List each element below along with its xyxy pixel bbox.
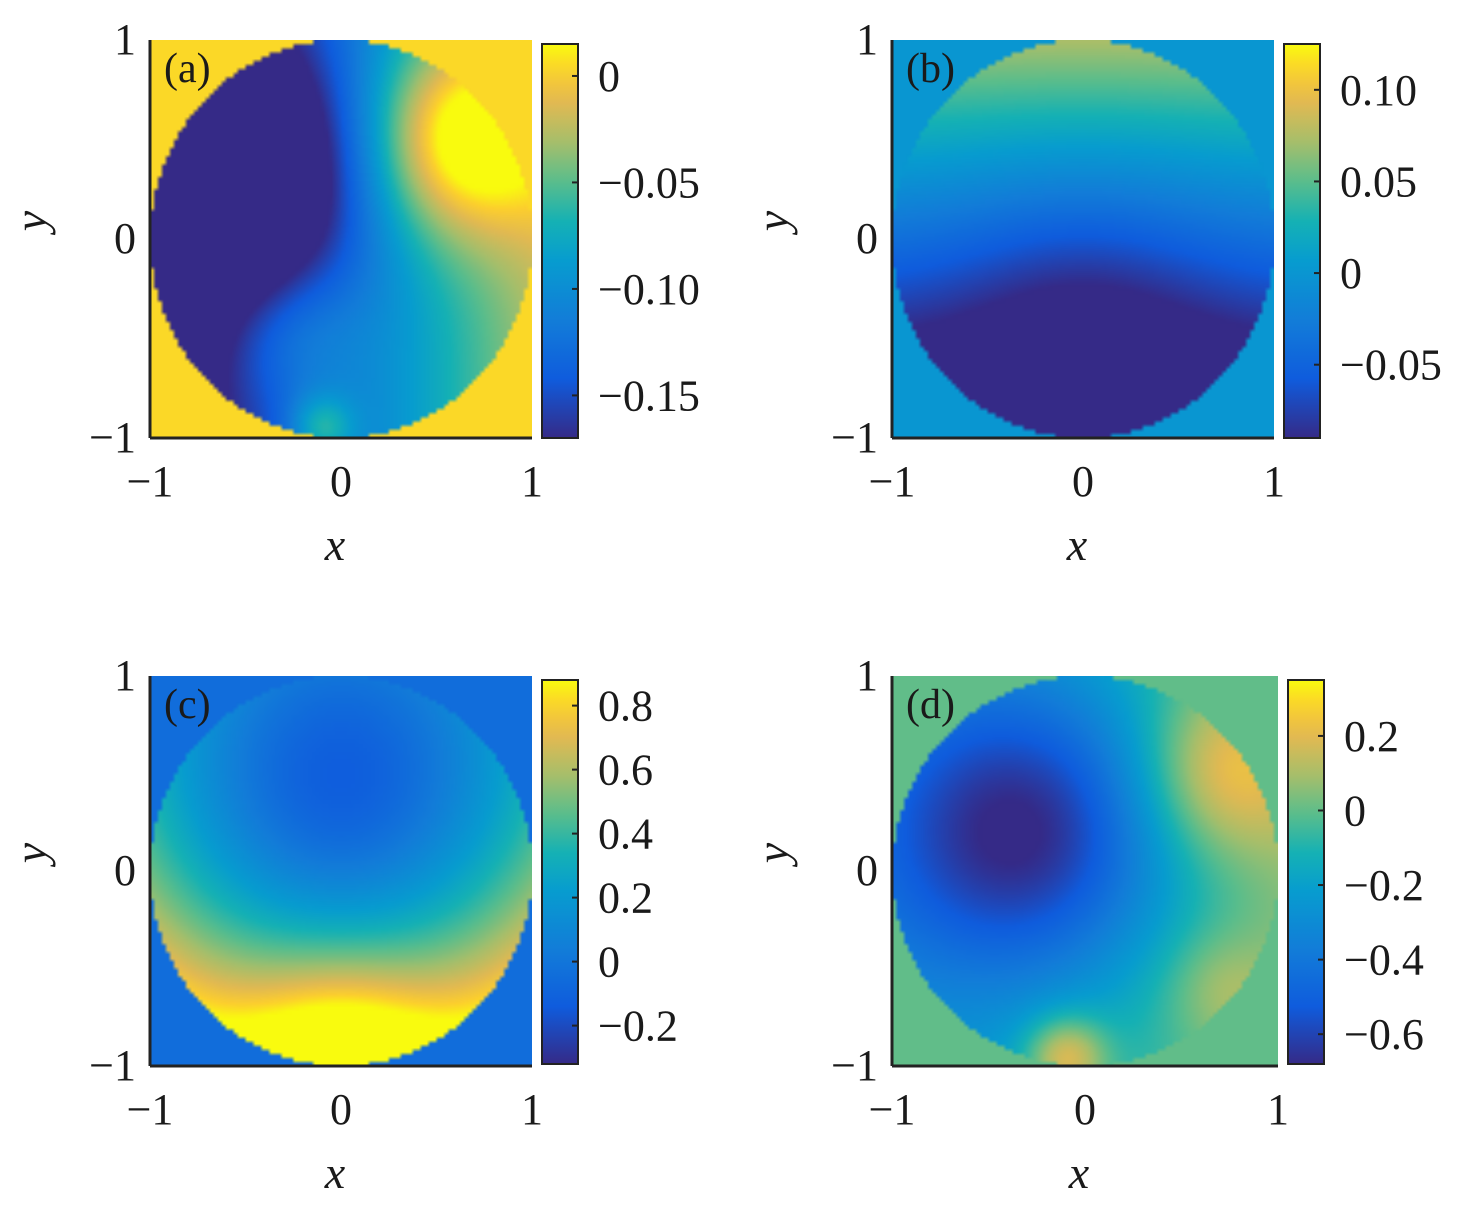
panel-a: −1 0 1 1 0 −1 x y (a) 0 −0.05 −0.10 −0.15 [5,15,700,570]
panel-d: −1 0 1 1 0 −1 x y (d) 0.2 0 −0.2 −0.4 −0.6 [747,651,1424,1198]
x-tick-label: −1 [869,457,916,506]
y-tick-label: 0 [856,214,878,263]
heatmap-image [892,40,1274,438]
y-tick-label: −1 [89,1041,136,1090]
x-tick-label: 0 [330,1085,352,1134]
x-axis-label: x [324,1147,346,1198]
colorbar-tick-label: −0.05 [598,158,700,207]
colorbar-tick-label: 0 [1344,786,1366,835]
colorbar-tick-label: 0.8 [598,682,653,731]
x-axis-label: x [324,519,346,570]
colorbar-tick-label: 0 [1340,249,1362,298]
colorbar [541,43,579,439]
x-axis-label: x [1066,519,1088,570]
heatmap-image [892,676,1278,1066]
colorbar-tick-label: 0 [598,938,620,987]
x-tick-label: 1 [521,457,543,506]
colorbar-tick-label: −0.2 [598,1002,678,1051]
colorbar-tick-label: −0.2 [1344,861,1424,910]
x-tick-label: 1 [1267,1085,1289,1134]
x-tick-label: −1 [127,1085,174,1134]
panel-label: (c) [164,682,211,728]
x-tick-label: 0 [1072,457,1094,506]
colorbar-tick-label: 0.2 [1344,712,1399,761]
y-tick-label: −1 [89,413,136,462]
y-axis-label: y [747,842,798,867]
panel-label: (d) [906,682,955,728]
y-tick-label: −1 [831,413,878,462]
panel-label: (b) [906,46,955,92]
y-tick-label: 1 [114,15,136,64]
colorbar-tick-label: −0.4 [1344,936,1424,985]
y-tick-label: 0 [114,846,136,895]
x-tick-label: −1 [127,457,174,506]
x-tick-label: 0 [1074,1085,1096,1134]
colorbar-tick-label: 0.2 [598,874,653,923]
x-tick-label: 1 [521,1085,543,1134]
colorbar-tick-label: 0.4 [598,810,653,859]
y-tick-label: 1 [114,651,136,700]
colorbar [541,679,579,1065]
x-tick-label: 0 [330,457,352,506]
colorbar-tick-label: 0 [598,52,620,101]
heatmap-image [150,40,532,438]
colorbar [1283,43,1321,439]
y-tick-label: 1 [856,15,878,64]
y-axis-label: y [747,210,798,235]
colorbar-tick-label: −0.05 [1340,341,1442,390]
colorbar-tick-label: 0.10 [1340,66,1417,115]
y-axis-label: y [5,842,56,867]
y-tick-label: −1 [831,1041,878,1090]
colorbar-tick-label: −0.15 [598,371,700,420]
colorbar-tick-label: 0.05 [1340,157,1417,206]
panel-b: −1 0 1 1 0 −1 x y (b) 0.10 0.05 0 −0.05 [747,15,1442,570]
y-tick-label: 0 [856,846,878,895]
heatmap-image [150,676,532,1066]
x-tick-label: 1 [1263,457,1285,506]
y-tick-label: 0 [114,214,136,263]
colorbar-tick-label: 0.6 [598,746,653,795]
colorbar-tick-label: −0.6 [1344,1010,1424,1059]
panel-c: −1 0 1 1 0 −1 x y (c) 0.8 0.6 0.4 0.2 0 −0.2 [5,651,678,1198]
x-axis-label: x [1068,1147,1090,1198]
colorbar [1287,679,1325,1065]
colorbar-tick-label: −0.10 [598,265,700,314]
x-tick-label: −1 [869,1085,916,1134]
y-tick-label: 1 [856,651,878,700]
panel-label: (a) [164,46,211,92]
y-axis-label: y [5,210,56,235]
